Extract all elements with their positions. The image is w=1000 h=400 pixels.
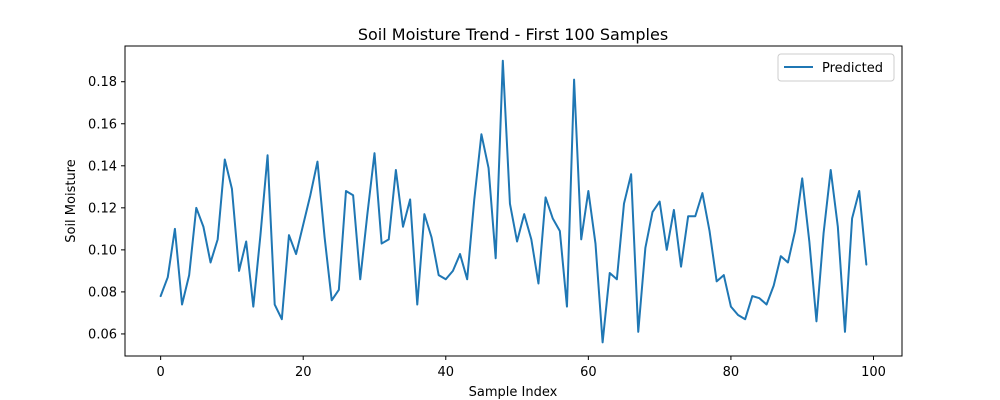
chart-title: Soil Moisture Trend - First 100 Samples xyxy=(358,25,668,44)
plot-frame xyxy=(124,45,903,357)
legend: Predicted xyxy=(777,53,895,82)
series-line-predicted xyxy=(159,59,868,344)
legend-label-predicted: Predicted xyxy=(822,61,883,76)
series-layer xyxy=(159,59,868,344)
x-tick-label: 60 xyxy=(580,365,597,380)
y-tick-label: 0.18 xyxy=(88,75,117,90)
x-tick-label: 40 xyxy=(438,365,455,380)
y-tick-label: 0.12 xyxy=(88,201,117,216)
x-tick-label: 100 xyxy=(861,365,886,380)
legend-box xyxy=(777,53,895,82)
y-tick-label: 0.06 xyxy=(88,327,117,342)
y-axis-ticks: 0.06 0.08 0.10 0.12 0.14 0.16 0.18 xyxy=(88,75,125,342)
x-axis-ticks: 0 20 40 60 80 100 xyxy=(157,356,886,380)
x-tick-label: 0 xyxy=(157,365,165,380)
y-tick-label: 0.14 xyxy=(88,159,117,174)
y-tick-label: 0.16 xyxy=(88,117,117,132)
y-tick-label: 0.10 xyxy=(88,243,117,258)
y-tick-label: 0.08 xyxy=(88,285,117,300)
x-axis-title: Sample Index xyxy=(469,385,558,400)
x-tick-label: 80 xyxy=(723,365,740,380)
x-tick-label: 20 xyxy=(295,365,312,380)
y-axis-title: Soil Moisture xyxy=(64,159,79,243)
